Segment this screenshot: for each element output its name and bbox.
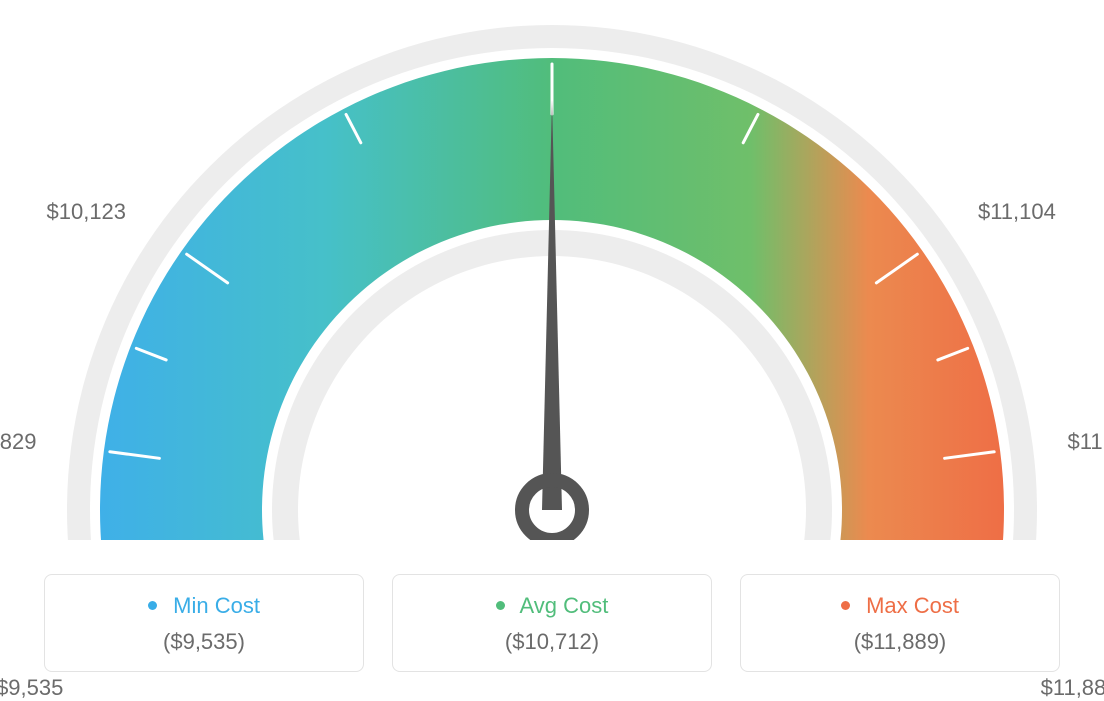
gauge-tick-label: $9,535 <box>0 675 63 701</box>
gauge-tick-label: $11,496 <box>1068 429 1104 455</box>
legend-max: Max Cost ($11,889) <box>740 574 1060 672</box>
legend-min: Min Cost ($9,535) <box>44 574 364 672</box>
legend-row: Min Cost ($9,535) Avg Cost ($10,712) Max… <box>0 574 1104 672</box>
legend-avg-title-text: Avg Cost <box>520 593 609 618</box>
dot-icon <box>841 601 850 610</box>
gauge-area: $9,535$9,829$10,123$10,712$11,104$11,496… <box>0 0 1104 540</box>
dot-icon <box>496 601 505 610</box>
legend-avg-title: Avg Cost <box>403 593 701 619</box>
gauge-tick-label: $10,123 <box>47 199 127 225</box>
legend-avg: Avg Cost ($10,712) <box>392 574 712 672</box>
legend-min-title: Min Cost <box>55 593 353 619</box>
gauge-tick-label: $11,104 <box>978 199 1056 225</box>
gauge-tick-label: $9,829 <box>0 429 36 455</box>
gauge-svg <box>0 0 1104 540</box>
cost-gauge-widget: $9,535$9,829$10,123$10,712$11,104$11,496… <box>0 0 1104 690</box>
dot-icon <box>148 601 157 610</box>
legend-max-title: Max Cost <box>751 593 1049 619</box>
legend-max-title-text: Max Cost <box>866 593 959 618</box>
legend-max-value: ($11,889) <box>751 629 1049 655</box>
legend-avg-value: ($10,712) <box>403 629 701 655</box>
gauge-tick-label: $11,889 <box>1041 675 1104 701</box>
legend-min-value: ($9,535) <box>55 629 353 655</box>
legend-min-title-text: Min Cost <box>173 593 260 618</box>
